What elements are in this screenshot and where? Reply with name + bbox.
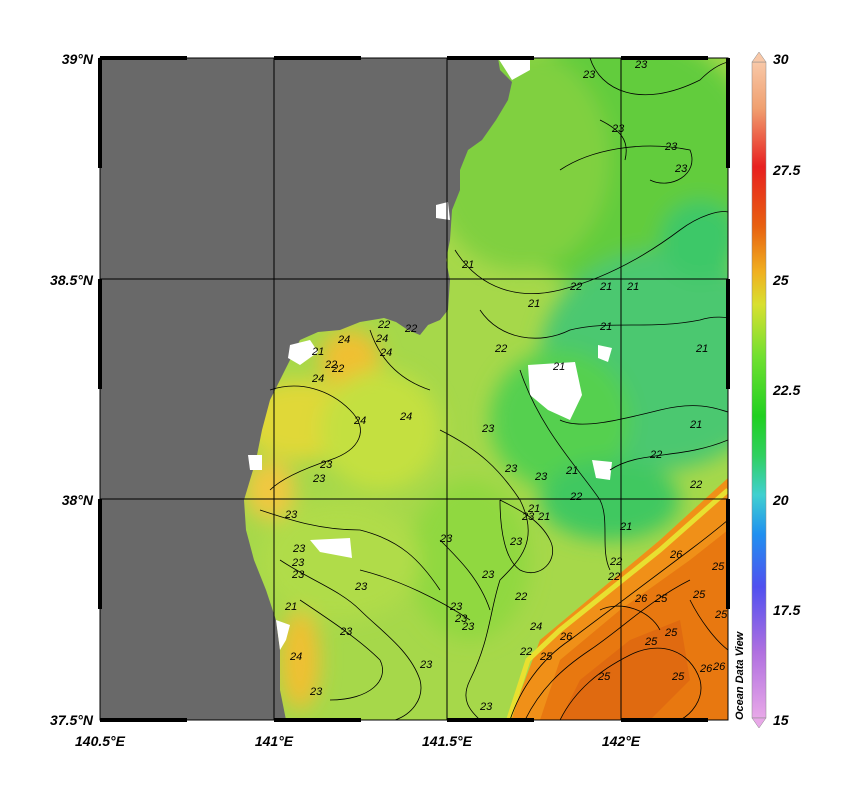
contour-label: 25 (711, 561, 725, 573)
contour-label: 24 (375, 333, 388, 345)
contour-label: 23 (309, 686, 323, 698)
lon-label-141-5: 141.5°E (422, 733, 472, 749)
contour-label: 26 (559, 631, 573, 643)
contour-label: 24 (529, 621, 542, 633)
colorbar-tick-17-5: 17.5 (773, 602, 801, 618)
colorbar-tick-22-5: 22.5 (773, 382, 801, 398)
colorbar-tick-30: 30 (773, 51, 789, 67)
contour-label: 23 (461, 621, 475, 633)
contour-label: 21 (689, 419, 702, 431)
contour-label: 22 (607, 571, 620, 583)
contour-label: 23 (312, 473, 326, 485)
contour-label: 24 (289, 651, 302, 663)
contour-label: 21 (552, 361, 565, 373)
contour-label: 23 (504, 463, 518, 475)
contour-label: 22 (331, 363, 344, 375)
contour-label: 22 (649, 449, 662, 461)
contour-label: 21 (537, 511, 550, 523)
contour-label: 23 (454, 613, 468, 625)
contour-label: 23 (319, 459, 333, 471)
contour-label: 22 (609, 556, 622, 568)
graticule (100, 58, 728, 720)
contour-label: 22 (569, 491, 582, 503)
contour-label: 23 (449, 601, 463, 613)
contour-label: 23 (292, 543, 306, 555)
contour-label: 26 (712, 661, 726, 673)
contour-label: 23 (481, 423, 495, 435)
lat-label-39: 39°N (61, 51, 93, 67)
contour-label: 23 (439, 533, 453, 545)
contour-label: 23 (664, 141, 678, 153)
contour-label: 21 (599, 281, 612, 293)
contour-label: 24 (353, 415, 366, 427)
contour-label: 25 (654, 593, 668, 605)
lon-label-142: 142°E (601, 733, 641, 749)
contour-label: 23 (509, 536, 523, 548)
contour-label: 24 (337, 334, 350, 346)
contour-label: 22 (494, 343, 507, 355)
lon-label-140-5: 140.5°E (75, 733, 125, 749)
contour-label: 25 (539, 651, 553, 663)
contour-label: 21 (599, 321, 612, 333)
contour-label: 21 (626, 281, 639, 293)
colorbar-tick-27-5: 27.5 (773, 162, 801, 178)
contour-label: 23 (291, 569, 305, 581)
colorbar-tick-15: 15 (773, 712, 789, 728)
contour-label: 23 (481, 569, 495, 581)
contour-label: 23 (291, 557, 305, 569)
contour-label: 21 (527, 298, 540, 310)
contour-label: 25 (597, 671, 611, 683)
contour-label: 22 (519, 646, 532, 658)
contour-label: 21 (527, 503, 540, 515)
contour-label: 22 (689, 479, 702, 491)
contour-label: 21 (311, 346, 324, 358)
contour-label: 23 (354, 581, 368, 593)
contour-label: 23 (582, 69, 596, 81)
colorbar-tick-20: 20 (773, 492, 789, 508)
contour-label: 26 (634, 593, 648, 605)
contour-lines (259, 58, 728, 720)
contour-label: 22 (514, 591, 527, 603)
contour-label: 23 (674, 163, 688, 175)
contour-label: 24 (311, 373, 324, 385)
contour-label: 25 (714, 609, 728, 621)
lat-label-38: 38°N (61, 492, 93, 508)
ocean-data-view-watermark: Ocean Data View (734, 631, 746, 720)
colorbar-tick-25: 25 (773, 272, 789, 288)
lon-label-141: 141°E (254, 733, 294, 749)
contour-label: 23 (611, 123, 625, 135)
contour-label: 23 (339, 626, 353, 638)
contour-label: 25 (671, 671, 685, 683)
contour-label: 22 (404, 323, 417, 335)
contour-label: 21 (565, 465, 578, 477)
contour-label: 21 (461, 259, 474, 271)
contour-label: 23 (521, 511, 535, 523)
map-frame (98, 56, 730, 722)
contour-label: 22 (377, 319, 390, 331)
contour-label: 25 (644, 636, 658, 648)
contour-label: 23 (284, 509, 298, 521)
lat-label-37-5: 37.5°N (50, 712, 93, 728)
contour-label: 23 (419, 659, 433, 671)
contour-label: 26 (669, 549, 683, 561)
contour-label: 22 (324, 359, 337, 371)
land-mass (100, 58, 512, 720)
contour-label: 21 (284, 601, 297, 613)
colorbar (751, 51, 767, 729)
lat-label-38-5: 38.5°N (50, 272, 93, 288)
contour-label: 25 (692, 589, 706, 601)
sst-field (100, 58, 728, 720)
contour-label: 21 (619, 521, 632, 533)
contour-label: 23 (479, 701, 493, 713)
contour-label: 23 (634, 59, 648, 71)
contour-label: 21 (695, 343, 708, 355)
contour-label: 24 (379, 347, 392, 359)
contour-label: 25 (664, 627, 678, 639)
contour-label: 23 (534, 471, 548, 483)
contour-label: 22 (569, 281, 582, 293)
contour-label: 24 (399, 411, 412, 423)
contour-label: 26 (699, 663, 713, 675)
